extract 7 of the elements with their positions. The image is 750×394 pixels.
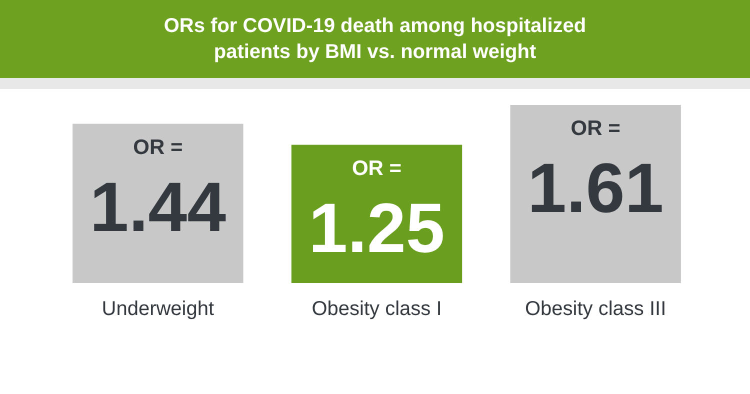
data-label: OR = 1.44 bbox=[90, 136, 226, 246]
chart-title: ORs for COVID-19 death among hospitalized patients by BMI vs. normal weight bbox=[164, 15, 586, 63]
data-label: OR = 1.61 bbox=[527, 117, 664, 227]
x-tick-label: Underweight bbox=[102, 298, 214, 320]
x-tick-label: Obesity class III bbox=[525, 298, 666, 320]
x-tick-label: Obesity class I bbox=[312, 298, 442, 320]
data-label: OR = 1.25 bbox=[308, 156, 445, 267]
